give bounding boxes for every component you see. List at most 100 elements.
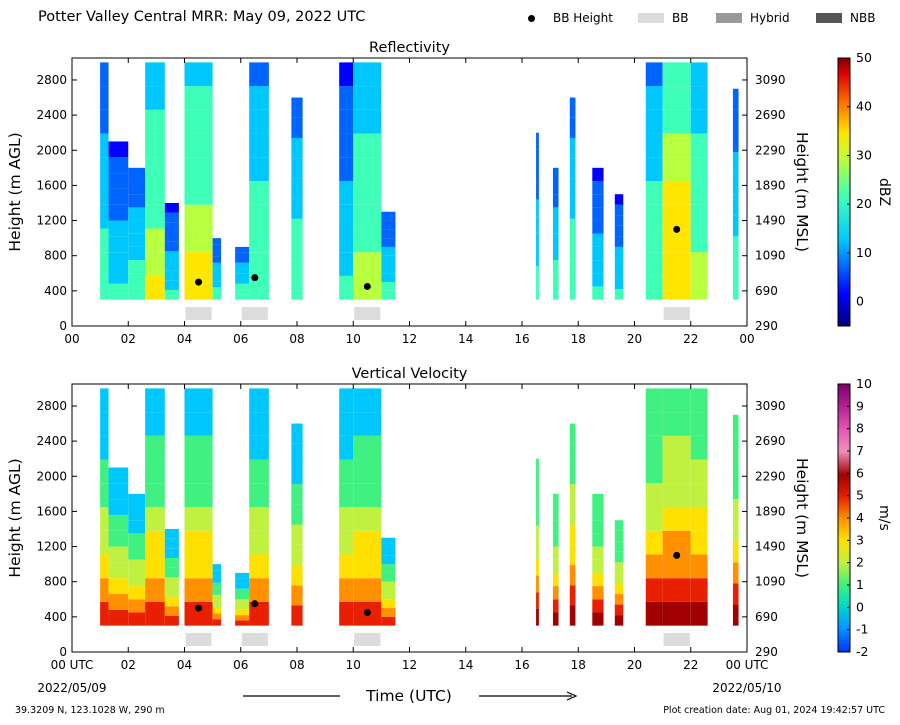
echo-cell	[128, 559, 146, 573]
echo-cell	[128, 207, 146, 221]
echo-cell	[732, 109, 739, 131]
echo-cell	[536, 182, 539, 200]
colorbar-tick-label: 20	[856, 196, 872, 211]
x-tick-label: 10	[346, 658, 361, 672]
echo-cell	[536, 592, 539, 609]
echo-cell	[662, 204, 691, 229]
echo-cell	[249, 530, 269, 555]
echo-cell	[291, 198, 303, 219]
echo-cell	[353, 507, 382, 531]
echo-cell	[614, 246, 624, 258]
echo-cell	[164, 596, 179, 607]
echo-cell	[145, 181, 165, 205]
echo-cell	[614, 541, 624, 552]
echo-cell	[212, 607, 222, 614]
echo-cell	[291, 279, 303, 300]
y-tick-label-right: 1890	[755, 178, 786, 192]
echo-cell	[212, 268, 222, 276]
echo-cell	[645, 109, 663, 134]
colorbar: -2 -1 0 1 2 3 4 5 6 7 8 9 10 m/s	[837, 376, 892, 659]
echo-cell	[536, 542, 539, 559]
colorbar-tick-label: 8	[856, 421, 864, 436]
colorbar-tick-label: 10	[856, 245, 872, 260]
echo-cell	[614, 257, 624, 269]
echo-cell	[353, 181, 382, 205]
echo-cell	[381, 537, 396, 547]
echo-cell	[108, 252, 129, 269]
legend-item-bb: BB	[638, 11, 688, 25]
echo-cell	[108, 514, 129, 531]
echo-cell	[164, 586, 179, 597]
echo-cell	[662, 483, 691, 508]
echo-cell	[291, 423, 303, 444]
x-tick-label: 00 UTC	[726, 658, 769, 672]
x-date-label: 2022/05/09	[37, 681, 106, 695]
echo-cell	[592, 599, 604, 613]
echo-cell	[569, 178, 576, 199]
echo-columns	[100, 62, 739, 300]
echo-cell	[145, 412, 165, 436]
echo-cell	[732, 236, 739, 258]
echo-cell	[536, 149, 539, 167]
echo-cell	[100, 157, 109, 182]
y-tick-label-right: 2690	[755, 108, 786, 122]
echo-cell	[381, 282, 396, 291]
echo-cell	[145, 507, 165, 531]
echo-cell	[569, 97, 576, 118]
colorbar-tick-label: 0	[856, 599, 864, 614]
echo-cell	[235, 294, 250, 300]
legend-label: BB	[672, 11, 689, 25]
y-tick-label-right: 690	[755, 284, 778, 298]
echo-cell	[645, 228, 663, 253]
echo-cell	[645, 507, 663, 531]
echo-cell	[569, 259, 576, 280]
y-tick-label-right: 2290	[755, 469, 786, 483]
echo-cell	[128, 167, 146, 182]
echo-cell	[592, 533, 604, 547]
x-tick-label: 22	[683, 658, 698, 672]
colorbar-tick-label: 40	[856, 99, 872, 114]
echo-cell	[339, 578, 354, 602]
echo-cell	[552, 493, 559, 508]
echo-cell	[381, 546, 396, 556]
echo-cell	[145, 228, 165, 253]
echo-cell	[536, 216, 539, 233]
echo-cell	[353, 435, 382, 460]
echo-cell	[249, 601, 269, 626]
echo-cell	[249, 435, 269, 460]
echo-cell	[552, 181, 559, 195]
echo-cell	[353, 388, 382, 413]
echo-cell	[164, 222, 179, 232]
legend-label: BB Height	[553, 11, 613, 25]
echo-cell	[184, 181, 213, 205]
echo-cell	[339, 507, 354, 531]
echo-cell	[381, 555, 396, 565]
echo-cell	[353, 459, 382, 484]
echo-cell	[662, 228, 691, 253]
echo-cell	[569, 423, 576, 444]
echo-cell	[732, 278, 739, 300]
echo-cell	[353, 204, 382, 229]
colorbar-gradient	[837, 57, 851, 327]
echo-cell	[614, 204, 624, 216]
echo-cell	[249, 578, 269, 602]
echo-cell	[235, 588, 250, 595]
bb-height-marker	[251, 274, 259, 282]
echo-cell	[184, 133, 213, 158]
echo-cell	[108, 173, 129, 189]
location-text: 39.3209 N, 123.1028 W, 290 m	[15, 705, 165, 716]
echo-cell	[339, 412, 354, 436]
bb-class-swatch	[354, 307, 381, 320]
echo-cell	[690, 228, 708, 253]
echo-cell	[614, 572, 624, 584]
echo-cell	[614, 520, 624, 531]
echo-cell	[690, 252, 708, 276]
colorbar-tick-label: 5	[856, 488, 864, 503]
y-tick-label-right: 1490	[755, 214, 786, 228]
echo-cell	[291, 443, 303, 464]
echo-cell	[212, 594, 222, 602]
bb-height-marker	[251, 600, 259, 608]
echo-cell	[381, 599, 396, 609]
echo-cell	[100, 109, 109, 134]
echo-cell	[164, 202, 179, 213]
